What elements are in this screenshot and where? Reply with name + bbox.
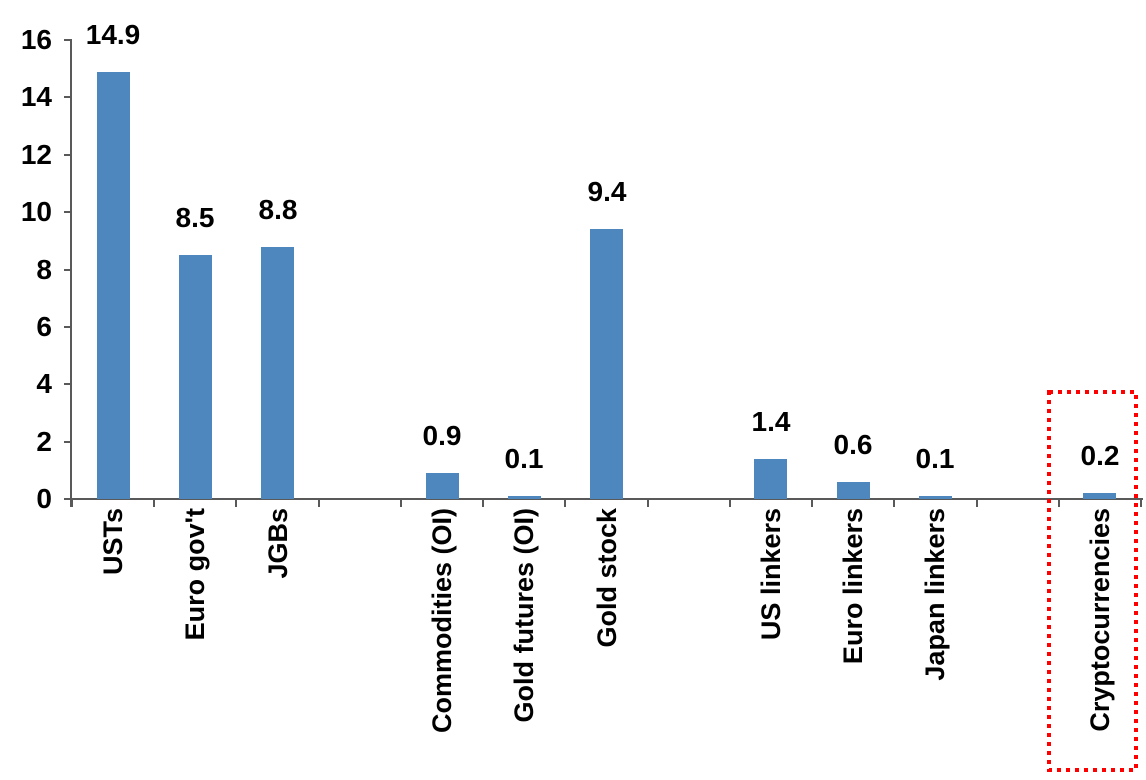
bar: [179, 255, 212, 499]
bar-value-label: 0.6: [833, 429, 873, 460]
category-label: Gold stock: [592, 508, 622, 648]
x-axis-tick: [893, 499, 896, 507]
bar: [97, 72, 130, 499]
category-label: JGBs: [263, 508, 293, 579]
bar: [754, 459, 787, 499]
y-axis-tick: [64, 498, 72, 500]
y-axis-tick-label: 4: [36, 368, 52, 400]
x-axis-tick: [482, 499, 485, 507]
bar: [1083, 493, 1116, 499]
bar: [837, 482, 870, 499]
category-label: Commodities (OI): [427, 508, 457, 734]
highlight-box: [1047, 390, 1138, 772]
category-label: Euro linkers: [838, 508, 868, 665]
x-axis-tick: [811, 499, 814, 507]
x-axis-tick: [1140, 499, 1142, 507]
y-axis-tick: [64, 383, 72, 386]
bar-value-label: 0.2: [1080, 440, 1120, 471]
category-label: USTs: [98, 508, 128, 576]
x-axis-tick: [1057, 499, 1060, 507]
bar: [508, 496, 541, 499]
y-axis-tick-label: 6: [36, 310, 52, 342]
y-axis-tick: [64, 440, 72, 443]
bar-value-label: 0.1: [504, 443, 544, 474]
bar: [426, 473, 459, 499]
x-axis-tick: [564, 499, 567, 507]
y-axis-tick: [64, 96, 72, 99]
category-label: US linkers: [756, 508, 786, 641]
bar: [919, 496, 952, 499]
y-axis-tick: [64, 39, 72, 41]
x-axis-tick: [728, 499, 731, 507]
category-label: Gold futures (OI): [509, 508, 539, 723]
y-axis-tick-label: 2: [36, 425, 52, 457]
x-axis-tick: [235, 499, 238, 507]
bar-value-label: 0.9: [422, 420, 462, 451]
y-axis-tick-label: 14: [20, 81, 52, 113]
y-axis-tick-label: 8: [36, 253, 52, 285]
bar-value-label: 8.5: [175, 202, 215, 233]
y-axis-tick: [64, 153, 72, 156]
y-axis-tick-label: 12: [20, 138, 52, 170]
x-axis-tick: [153, 499, 156, 507]
category-label: Euro gov't: [180, 508, 210, 641]
bar-value-label: 8.8: [258, 194, 298, 225]
category-label: Japan linkers: [920, 508, 950, 681]
bar-value-label: 14.9: [85, 19, 141, 50]
bar: [261, 247, 294, 499]
y-axis-tick-label: 16: [20, 24, 52, 55]
x-axis-tick: [975, 499, 978, 507]
bar-value-label: 9.4: [587, 176, 627, 207]
bar-value-label: 1.4: [751, 406, 791, 437]
x-axis-line: [64, 498, 1143, 500]
y-axis-tick: [64, 268, 72, 271]
x-axis-tick: [399, 499, 402, 507]
x-axis-tick: [317, 499, 320, 507]
x-axis-tick: [71, 499, 73, 507]
bar-value-label: 0.1: [915, 443, 955, 474]
x-axis-tick: [646, 499, 649, 507]
y-axis-tick-label: 10: [20, 196, 52, 228]
y-axis-tick: [64, 211, 72, 214]
y-axis-tick: [64, 325, 72, 328]
bar: [590, 229, 623, 499]
y-axis-tick-label: 0: [36, 483, 52, 514]
dotted-rectangle-icon: [1047, 390, 1138, 772]
y-axis-line: [70, 40, 72, 507]
